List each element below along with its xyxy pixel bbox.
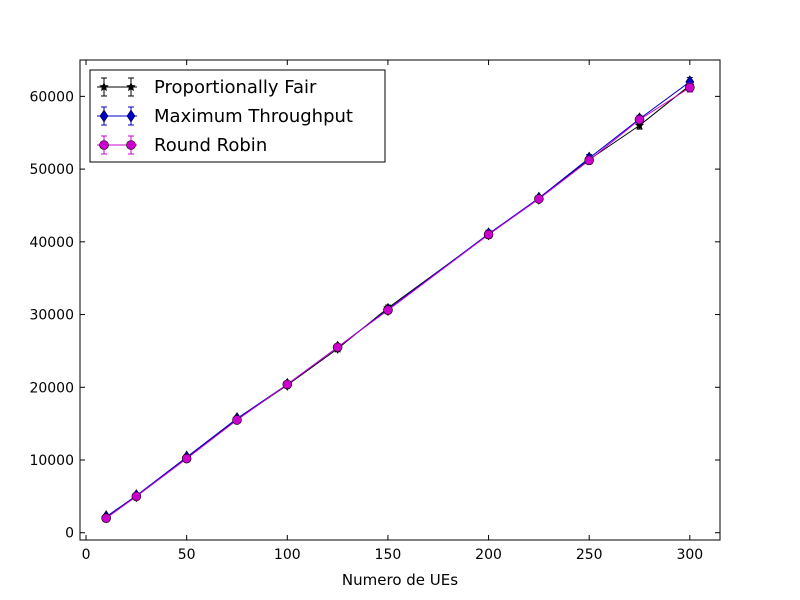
- legend-marker: [99, 81, 109, 92]
- legend-marker: [126, 140, 136, 150]
- y-tick-label: 20000: [29, 380, 74, 396]
- y-tick-label: 0: [65, 526, 74, 542]
- plot-frame: [79, 59, 721, 541]
- data-point: [181, 453, 192, 464]
- data-point: [101, 513, 111, 523]
- legend-marker: [126, 81, 136, 92]
- x-tick-label: 100: [274, 547, 301, 563]
- data-point: [584, 155, 594, 166]
- data-point: [131, 491, 142, 502]
- x-axis: 0 50 100 150 200 250 300: [82, 60, 703, 563]
- legend: Proportionally Fair Maximum Throughput Rou…: [89, 69, 386, 163]
- legend-item: Round Robin: [97, 135, 267, 156]
- data-point: [534, 194, 544, 204]
- series-line: [105, 87, 691, 519]
- legend-item: Proportionally Fair: [97, 77, 317, 98]
- legend-item: Maximum Throughput: [97, 106, 353, 127]
- series-round-robin: [101, 82, 695, 523]
- x-tick-label: 50: [178, 547, 196, 563]
- data-point: [282, 379, 293, 390]
- data-point: [332, 342, 343, 353]
- legend-box: [89, 69, 386, 163]
- y-tick-label: 30000: [29, 308, 74, 324]
- x-axis-title: Numero de UEs: [342, 571, 458, 589]
- legend-label: Proportionally Fair: [154, 77, 317, 98]
- data-point: [383, 305, 393, 315]
- data-point: [232, 415, 242, 425]
- y-axis: 0 10000 20000 30000 40000 50000 60000: [29, 89, 720, 542]
- x-tick-label: 0: [82, 547, 91, 563]
- x-tick-label: 150: [375, 547, 402, 563]
- legend-marker: [126, 109, 136, 123]
- legend-label: Round Robin: [154, 135, 267, 156]
- plot-area: [101, 75, 695, 524]
- data-point: [634, 114, 645, 125]
- x-tick-label: 250: [576, 547, 603, 563]
- data-point: [685, 82, 695, 93]
- y-tick-label: 10000: [29, 453, 74, 469]
- x-tick-label: 200: [475, 547, 502, 563]
- legend-marker: [99, 109, 109, 123]
- y-tick-label: 50000: [29, 162, 74, 178]
- y-tick-label: 40000: [29, 235, 74, 251]
- data-point: [483, 229, 494, 240]
- x-tick-label: 300: [676, 547, 703, 563]
- legend-label: Maximum Throughput: [154, 106, 353, 127]
- y-tick-label: 60000: [29, 89, 74, 105]
- legend-marker: [99, 140, 109, 150]
